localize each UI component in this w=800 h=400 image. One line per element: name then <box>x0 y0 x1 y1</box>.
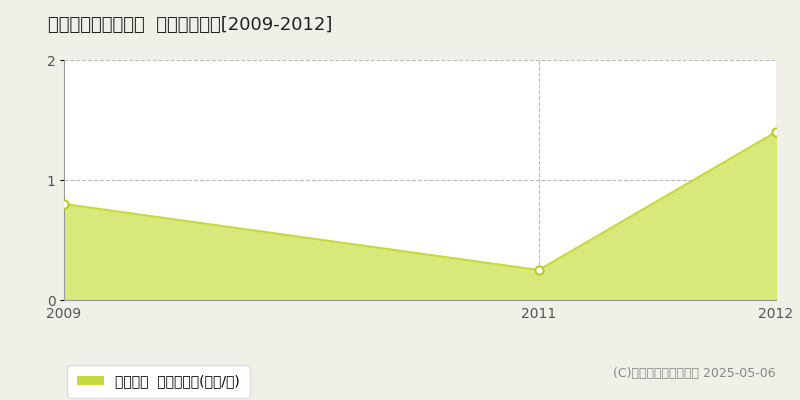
Text: 北設楽郡東栄町三輪  土地価格推移[2009-2012]: 北設楽郡東栄町三輪 土地価格推移[2009-2012] <box>48 16 332 34</box>
Point <box>770 129 782 135</box>
Point <box>532 267 545 273</box>
Legend: 土地価格  平均坪単価(万円/坪): 土地価格 平均坪単価(万円/坪) <box>71 369 246 394</box>
Text: (C)土地価格ドットコム 2025-05-06: (C)土地価格ドットコム 2025-05-06 <box>614 367 776 380</box>
Point <box>58 201 70 207</box>
